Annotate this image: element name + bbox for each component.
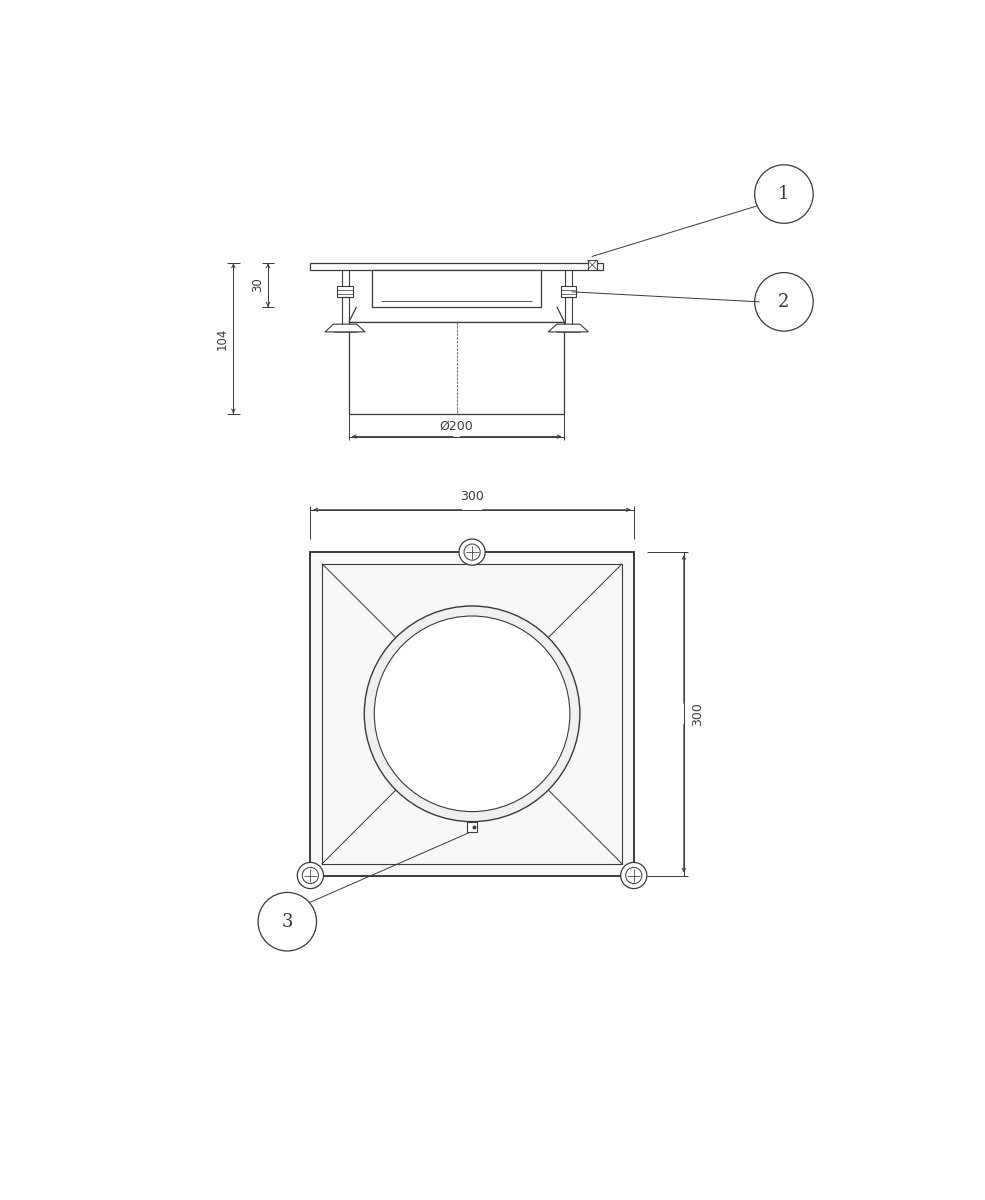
Text: 104: 104 (216, 328, 230, 349)
Polygon shape (325, 324, 365, 332)
Text: 3: 3 (282, 913, 294, 931)
Text: 2: 2 (778, 293, 790, 311)
Bar (337, 287, 353, 298)
Circle shape (459, 539, 486, 565)
Text: 300: 300 (460, 490, 484, 503)
Bar (310, 552, 633, 876)
Circle shape (297, 863, 323, 888)
Text: 30: 30 (251, 277, 264, 293)
Bar (372, 270, 542, 307)
Bar (310, 263, 603, 270)
Bar (467, 822, 477, 833)
Polygon shape (549, 324, 588, 332)
Text: 1: 1 (778, 185, 790, 203)
Text: Ø200: Ø200 (440, 419, 474, 432)
Bar (560, 287, 576, 298)
Bar (588, 260, 597, 270)
Circle shape (374, 616, 570, 811)
Bar (310, 552, 633, 876)
Circle shape (364, 606, 580, 822)
Bar (349, 322, 564, 414)
Text: 300: 300 (691, 702, 704, 726)
Circle shape (621, 863, 647, 888)
Bar (322, 564, 623, 864)
